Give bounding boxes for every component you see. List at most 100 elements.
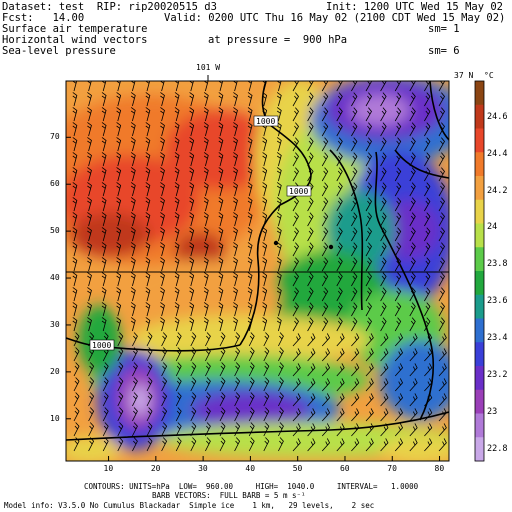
wind-barb <box>394 242 402 257</box>
y-tick-label: 50 <box>50 226 60 236</box>
wind-barb <box>365 257 372 272</box>
wind-barb <box>438 182 445 197</box>
wind-barb <box>409 242 416 257</box>
wind-barb <box>130 227 136 242</box>
field-sea-level-pressure: Sea-level pressure <box>2 45 116 57</box>
wind-barb <box>72 227 78 242</box>
wind-barb <box>234 377 241 392</box>
wind-barb <box>102 422 109 437</box>
wind-barb <box>175 362 182 377</box>
plot-frame <box>65 80 450 462</box>
wind-barb <box>87 227 92 242</box>
wind-barb <box>145 197 151 212</box>
wind-barb <box>203 212 209 227</box>
wind-barb <box>394 212 402 227</box>
wind-barb <box>203 242 209 257</box>
wind-barb <box>380 438 389 452</box>
wind-barb <box>218 92 224 107</box>
wind-barb <box>203 227 209 242</box>
wind-barb <box>336 363 345 377</box>
colorbar-swatch <box>475 366 484 391</box>
colorbar-label: 23.4 <box>487 333 508 344</box>
colorbar-swatch <box>475 152 484 177</box>
wind-barb <box>218 167 224 182</box>
wind-barb <box>409 272 416 287</box>
wind-barb <box>336 227 343 242</box>
wind-barb <box>146 332 153 347</box>
wind-barb <box>351 317 358 332</box>
wind-barb <box>116 197 122 212</box>
wind-barb <box>438 152 445 167</box>
wind-barb <box>336 348 345 362</box>
wind-barb <box>146 407 153 422</box>
wind-barb <box>365 167 372 182</box>
wind-barb <box>117 422 124 437</box>
wind-barb <box>424 212 431 227</box>
wind-barb <box>102 362 109 377</box>
wind-barb <box>351 408 360 422</box>
wind-barb <box>72 212 78 227</box>
wind-barb <box>87 272 92 287</box>
wind-barb <box>336 408 345 422</box>
wind-barb <box>365 272 372 287</box>
wind-barb <box>233 92 238 107</box>
colorbar-label: 24.6 <box>487 111 508 122</box>
wind-barb <box>394 287 402 302</box>
wind-barb <box>424 363 433 377</box>
wind-barb <box>292 302 299 317</box>
wind-barb <box>365 227 372 242</box>
wind-barb <box>263 407 270 422</box>
wind-barb <box>146 437 153 452</box>
wind-barb <box>233 302 238 317</box>
wind-barb <box>132 332 138 347</box>
wind-barb <box>380 242 387 257</box>
x-tick-label: 70 <box>387 464 397 473</box>
wind-barb <box>219 392 226 407</box>
wind-barb <box>365 152 372 167</box>
wind-barb <box>160 287 165 302</box>
wind-barb <box>321 408 331 422</box>
wind-barb <box>307 242 314 257</box>
wind-barb <box>145 272 151 287</box>
footer-model-info: Model info: V3.5.0 No Cumulus Blackadar … <box>4 501 375 510</box>
wind-barb <box>380 333 389 347</box>
wind-barb <box>190 332 197 347</box>
wind-barb <box>292 227 299 242</box>
wind-barb <box>189 257 195 272</box>
wind-barb <box>276 152 282 167</box>
wind-barb <box>116 122 122 137</box>
wind-barb <box>276 107 282 122</box>
wind-barb <box>101 317 107 332</box>
wind-barb <box>72 317 78 332</box>
colorbar-label: 22.8 <box>487 444 508 455</box>
wind-barb <box>218 122 224 137</box>
wind-barb <box>365 242 372 257</box>
wind-barb <box>101 107 107 122</box>
temperature-field: 1000 1000 1000 <box>66 81 449 461</box>
wind-barb <box>174 302 180 317</box>
colorbar-label: 24 <box>487 222 498 233</box>
wind-barb <box>394 167 402 182</box>
wind-barb <box>203 167 209 182</box>
wind-barb <box>351 212 358 227</box>
wind-barb <box>160 302 165 317</box>
wind-barb <box>203 137 209 152</box>
wind-barb <box>365 302 372 317</box>
wind-barb <box>292 363 301 377</box>
wind-barb <box>336 107 343 122</box>
wind-barb <box>409 408 418 422</box>
wind-barb <box>351 287 358 302</box>
wind-barb <box>72 302 78 317</box>
wind-barb <box>292 257 299 272</box>
wind-barb <box>175 377 182 392</box>
wind-barb <box>160 197 165 212</box>
wind-barb <box>233 107 238 122</box>
wind-barb <box>365 212 372 227</box>
wind-barb <box>351 152 358 167</box>
wind-barb <box>247 257 253 272</box>
wind-barb <box>203 197 209 212</box>
wind-barb <box>160 257 165 272</box>
wind-barb <box>234 332 241 347</box>
wind-barb <box>438 348 447 362</box>
wind-barb <box>394 348 404 362</box>
